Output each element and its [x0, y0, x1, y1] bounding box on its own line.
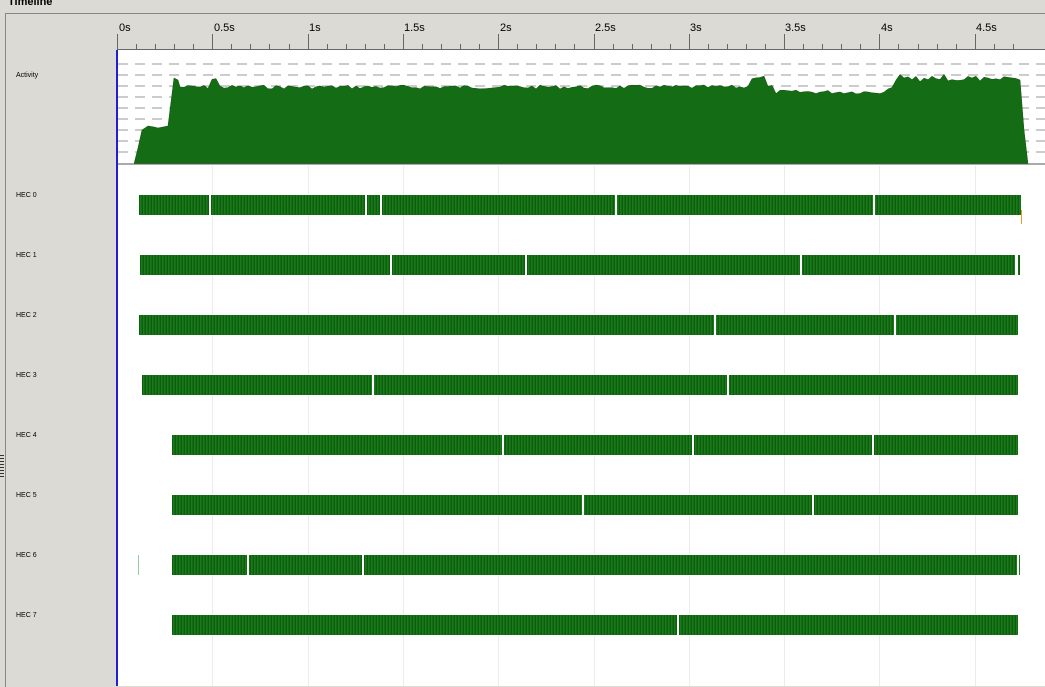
hec-0-marker [1021, 210, 1022, 224]
ruler-tick-label: 4s [881, 22, 893, 34]
ruler-tick-label: 2.5s [595, 22, 616, 34]
grid-line [688, 166, 690, 686]
hec-3-bar[interactable] [142, 375, 1018, 395]
ruler-tick-label: 4.5s [976, 22, 997, 34]
ruler-minor-tick [479, 44, 481, 50]
ruler-tick-label: 1.5s [404, 22, 425, 34]
hec-1-label: HEC 1 [16, 252, 37, 259]
ruler-minor-tick [326, 44, 328, 50]
ruler-minor-tick [345, 44, 347, 50]
ruler-minor-tick [193, 44, 195, 50]
hec-7-label: HEC 7 [16, 612, 37, 619]
activity-graph [118, 63, 1045, 165]
ruler-tick-label: 3.5s [785, 22, 806, 34]
ruler-major-tick [879, 34, 881, 50]
ruler-minor-tick [250, 44, 252, 50]
hec-5-label: HEC 5 [16, 492, 37, 499]
ruler-minor-tick [631, 44, 633, 50]
grid-line [974, 166, 976, 686]
hec-7-bar[interactable] [172, 615, 1018, 635]
track-labels-panel: Activity HEC 0 HEC 1 HEC 2 HEC 3 HEC 4 H… [6, 14, 116, 686]
ruler-minor-tick [383, 44, 385, 50]
timeline-plot[interactable] [116, 50, 1045, 686]
ruler-minor-tick [269, 44, 271, 50]
ruler-tick-label: 0.5s [214, 22, 235, 34]
ruler-tick-label: 1s [309, 22, 321, 34]
hec-4-label: HEC 4 [16, 432, 37, 439]
ruler-tick-label: 2s [500, 22, 512, 34]
ruler-minor-tick [555, 44, 557, 50]
ruler-minor-tick [898, 44, 900, 50]
ruler-minor-tick [765, 44, 767, 50]
ruler-minor-tick [136, 44, 138, 50]
ruler-minor-tick [841, 44, 843, 50]
hec-4-bar[interactable] [172, 435, 1018, 455]
ruler-minor-tick [650, 44, 652, 50]
ruler-tick-label: 0s [119, 22, 131, 34]
grid-line [879, 166, 881, 686]
ruler-minor-tick [1012, 44, 1014, 50]
ruler-major-tick [212, 34, 214, 50]
ruler-minor-tick [231, 44, 233, 50]
ruler-minor-tick [574, 44, 576, 50]
ruler-minor-tick [612, 44, 614, 50]
grid-line [498, 166, 500, 686]
timeline-frame [5, 13, 1045, 687]
ruler-minor-tick [707, 44, 709, 50]
ruler-minor-tick [726, 44, 728, 50]
hec-6-bar[interactable] [172, 555, 1020, 575]
ruler-minor-tick [288, 44, 290, 50]
ruler-minor-tick [745, 44, 747, 50]
time-ruler[interactable]: 0s 0.5s 1s 1.5s 2s 2.5s 3s 3.5s 4s 4.5s [117, 14, 1045, 50]
ruler-major-tick [402, 34, 404, 50]
grid-line [307, 166, 309, 686]
resize-grip[interactable] [0, 455, 4, 477]
activity-area [133, 73, 1029, 165]
hec-2-bar[interactable] [139, 315, 1018, 335]
ruler-minor-tick [669, 44, 671, 50]
ruler-minor-tick [460, 44, 462, 50]
ruler-major-tick [498, 34, 500, 50]
grid-line [212, 166, 214, 686]
timeline-title: Timeline [8, 0, 53, 8]
ruler-minor-tick [364, 44, 366, 50]
ruler-minor-tick [917, 44, 919, 50]
hec-3-label: HEC 3 [16, 372, 37, 379]
ruler-minor-tick [860, 44, 862, 50]
activity-label: Activity [16, 72, 39, 79]
ruler-minor-tick [441, 44, 443, 50]
hec-2-label: HEC 2 [16, 312, 37, 319]
ruler-major-tick [784, 34, 786, 50]
ruler-major-tick [974, 34, 976, 50]
ruler-minor-tick [936, 44, 938, 50]
ruler-minor-tick [155, 44, 157, 50]
ruler-major-tick [688, 34, 690, 50]
ruler-minor-tick [536, 44, 538, 50]
ruler-minor-tick [421, 44, 423, 50]
ruler-minor-tick [822, 44, 824, 50]
ruler-minor-tick [517, 44, 519, 50]
ruler-major-tick [307, 34, 309, 50]
hec-6-label: HEC 6 [16, 552, 37, 559]
ruler-minor-tick [174, 44, 176, 50]
grid-line [784, 166, 786, 686]
ruler-minor-tick [993, 44, 995, 50]
hec-1-bar[interactable] [140, 255, 1020, 275]
hec-0-label: HEC 0 [16, 192, 37, 199]
hec-6-early-event [138, 555, 139, 575]
grid-line [593, 166, 595, 686]
grid-line [402, 166, 404, 686]
ruler-major-tick [593, 34, 595, 50]
ruler-minor-tick [955, 44, 957, 50]
hec-0-bar[interactable] [139, 195, 1021, 215]
ruler-major-tick [117, 34, 118, 50]
hec-5-bar[interactable] [172, 495, 1018, 515]
ruler-minor-tick [803, 44, 805, 50]
ruler-tick-label: 3s [690, 22, 702, 34]
